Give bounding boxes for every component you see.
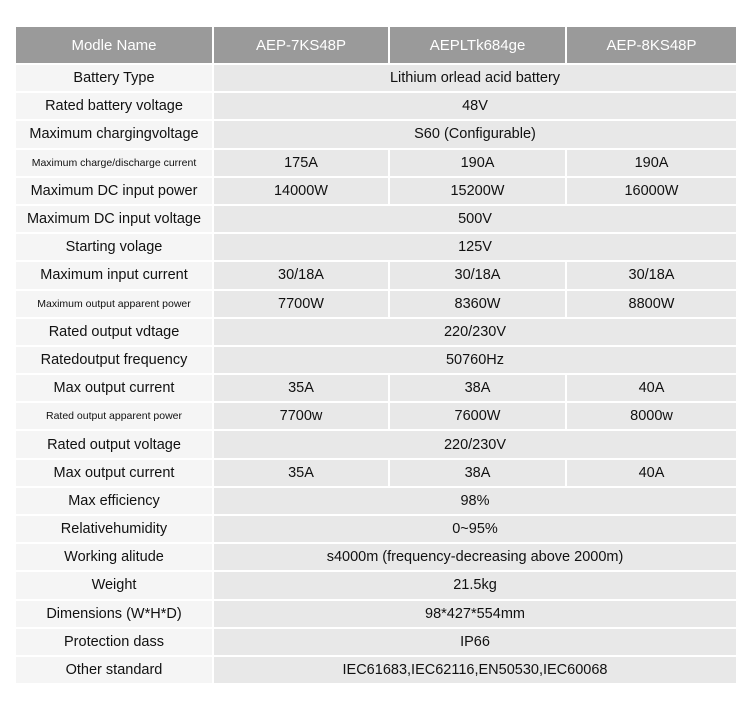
row-label: Rated output voltage [16, 431, 212, 458]
row-label: Working alitude [16, 544, 212, 571]
table-row: Starting volage 125V [16, 234, 736, 261]
table-row: Ratedoutput frequency 50760Hz [16, 346, 736, 374]
value-cell: 220/230V [214, 431, 736, 458]
value-cell: 30/18A [567, 262, 736, 289]
table-row: Protection dass IP66 [16, 628, 736, 655]
value-cell: 21.5kg [214, 572, 736, 599]
table-row: Other standard IEC61683,IEC62116,EN50530,… [16, 656, 736, 684]
value-cell: 38A [390, 459, 565, 486]
row-label: Ratedoutput frequency [16, 346, 212, 374]
row-label: Rated battery voltage [16, 93, 212, 120]
table-row: Maximum input current 30/18A 30/18A 30/18A [16, 262, 736, 289]
value-cell: 14000W [214, 177, 388, 204]
value-cell: 38A [390, 375, 565, 402]
value-cell: S60 (Configurable) [214, 121, 736, 148]
value-cell: 8000w [567, 403, 736, 430]
value-cell: 16000W [567, 177, 736, 204]
row-label: Rated output apparent power [16, 403, 212, 430]
value-cell: 125V [214, 234, 736, 261]
table-row: Weight 21.5kg [16, 572, 736, 599]
row-label: Maximum output apparent power [16, 290, 212, 317]
value-cell: 35A [214, 375, 388, 402]
row-label: Rated output vdtage [16, 318, 212, 345]
table-row: Max output current 35A 38A 40A [16, 459, 736, 486]
row-label: Maximum charge/discharge current [16, 149, 212, 176]
table-row: Rated battery voltage 48V [16, 93, 736, 120]
row-label: Max output current [16, 459, 212, 486]
header-cell: AEPLTk684ge [390, 27, 565, 63]
row-label: Max output current [16, 375, 212, 402]
table-row: Maximum output apparent power 7700W 8360W 8… [16, 290, 736, 317]
value-cell: 98*427*554mm [214, 600, 736, 627]
row-label: Other standard [16, 656, 212, 684]
table-row: Maximum chargingvoltage S60 (Configurable… [16, 121, 736, 148]
value-cell: s4000m (frequency-decreasing above 2000m… [214, 544, 736, 571]
value-cell: 8800W [567, 290, 736, 317]
row-label: Battery Type [16, 65, 212, 92]
table-row: Rated output voltage 220/230V [16, 431, 736, 458]
row-label: Maximum DC input voltage [16, 205, 212, 233]
value-cell: 0~95% [214, 516, 736, 543]
table-row: Maximum DC input voltage 500V [16, 205, 736, 233]
table-row: Dimensions (W*H*D) 98*427*554mm [16, 600, 736, 627]
value-cell: 48V [214, 93, 736, 120]
table-row: Max efficiency 98% [16, 487, 736, 514]
value-cell: 220/230V [214, 318, 736, 345]
value-cell: 35A [214, 459, 388, 486]
row-label: Relativehumidity [16, 516, 212, 543]
table-row: Rated output apparent power 7700w 7600W 800… [16, 403, 736, 430]
row-label: Maximum DC input power [16, 177, 212, 204]
row-label: Maximum input current [16, 262, 212, 289]
row-label: Dimensions (W*H*D) [16, 600, 212, 627]
value-cell: 8360W [390, 290, 565, 317]
value-cell: 40A [567, 375, 736, 402]
table-row: Battery Type Lithium orlead acid battery [16, 65, 736, 92]
row-label: Starting volage [16, 234, 212, 261]
value-cell: 98% [214, 487, 736, 514]
value-cell: 7700w [214, 403, 388, 430]
value-cell: 40A [567, 459, 736, 486]
value-cell: 15200W [390, 177, 565, 204]
header-row: Modle Name AEP-7KS48P AEPLTk684ge AEP-8K… [16, 27, 736, 63]
row-label: Maximum chargingvoltage [16, 121, 212, 148]
table-row: Maximum charge/discharge current 175A 190A… [16, 149, 736, 176]
table-row: Max output current 35A 38A 40A [16, 375, 736, 402]
value-cell: IP66 [214, 628, 736, 655]
value-cell: 30/18A [390, 262, 565, 289]
table-row: Working alitude s4000m (frequency-decreas… [16, 544, 736, 571]
value-cell: 190A [390, 149, 565, 176]
spec-table: Modle Name AEP-7KS48P AEPLTk684ge AEP-8K… [14, 25, 738, 685]
value-cell: IEC61683,IEC62116,EN50530,IEC60068 [214, 656, 736, 684]
table-row: Relativehumidity 0~95% [16, 516, 736, 543]
value-cell: 190A [567, 149, 736, 176]
value-cell: 7600W [390, 403, 565, 430]
table-row: Rated output vdtage 220/230V [16, 318, 736, 345]
header-cell: Modle Name [16, 27, 212, 63]
value-cell: 500V [214, 205, 736, 233]
value-cell: 50760Hz [214, 346, 736, 374]
table-row: Maximum DC input power 14000W 15200W 16000W [16, 177, 736, 204]
value-cell: 30/18A [214, 262, 388, 289]
value-cell: 175A [214, 149, 388, 176]
value-cell: 7700W [214, 290, 388, 317]
header-cell: AEP-8KS48P [567, 27, 736, 63]
row-label: Weight [16, 572, 212, 599]
row-label: Protection dass [16, 628, 212, 655]
row-label: Max efficiency [16, 487, 212, 514]
value-cell: Lithium orlead acid battery [214, 65, 736, 92]
header-cell: AEP-7KS48P [214, 27, 388, 63]
